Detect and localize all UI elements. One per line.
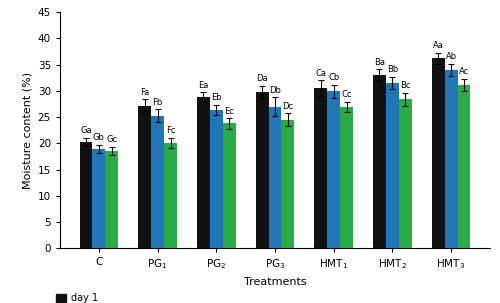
Bar bbox=[282, 120, 294, 248]
Legend: day 1, day 4, day 7: day 1, day 4, day 7 bbox=[56, 294, 98, 303]
Bar bbox=[458, 85, 470, 248]
Y-axis label: Moisture content (%): Moisture content (%) bbox=[22, 72, 32, 189]
Bar bbox=[80, 142, 92, 248]
Text: Fa: Fa bbox=[140, 88, 149, 97]
Bar bbox=[373, 75, 386, 248]
Text: Gb: Gb bbox=[93, 133, 105, 142]
Text: Ga: Ga bbox=[80, 126, 92, 135]
Text: Ac: Ac bbox=[459, 67, 469, 76]
Bar bbox=[197, 97, 210, 248]
Text: Ab: Ab bbox=[446, 52, 456, 61]
X-axis label: Treatments: Treatments bbox=[244, 277, 306, 287]
Bar bbox=[327, 92, 340, 248]
Bar bbox=[210, 110, 223, 248]
Text: Cb: Cb bbox=[328, 74, 340, 82]
Bar bbox=[399, 99, 412, 248]
Text: Bc: Bc bbox=[400, 82, 410, 90]
Text: Ba: Ba bbox=[374, 58, 385, 67]
Bar bbox=[386, 83, 399, 248]
Text: Db: Db bbox=[269, 85, 281, 95]
Text: Cc: Cc bbox=[342, 90, 352, 99]
Text: Fb: Fb bbox=[152, 98, 162, 107]
Text: Bb: Bb bbox=[387, 65, 398, 74]
Bar bbox=[256, 92, 268, 248]
Text: Aa: Aa bbox=[432, 42, 444, 51]
Bar bbox=[223, 123, 235, 248]
Text: Fc: Fc bbox=[166, 126, 175, 135]
Bar bbox=[92, 149, 106, 248]
Bar bbox=[164, 143, 177, 248]
Text: Eb: Eb bbox=[211, 93, 222, 102]
Text: Dc: Dc bbox=[282, 102, 294, 111]
Bar bbox=[444, 70, 458, 248]
Text: Da: Da bbox=[256, 74, 268, 83]
Bar bbox=[432, 58, 444, 248]
Bar bbox=[151, 115, 164, 248]
Bar bbox=[340, 107, 353, 248]
Text: Ca: Ca bbox=[316, 69, 326, 78]
Bar bbox=[268, 107, 281, 248]
Text: Ea: Ea bbox=[198, 81, 208, 90]
Text: Gc: Gc bbox=[106, 135, 118, 145]
Bar bbox=[106, 151, 118, 248]
Bar bbox=[314, 88, 327, 248]
Text: Ec: Ec bbox=[224, 107, 234, 115]
Bar bbox=[138, 106, 151, 248]
